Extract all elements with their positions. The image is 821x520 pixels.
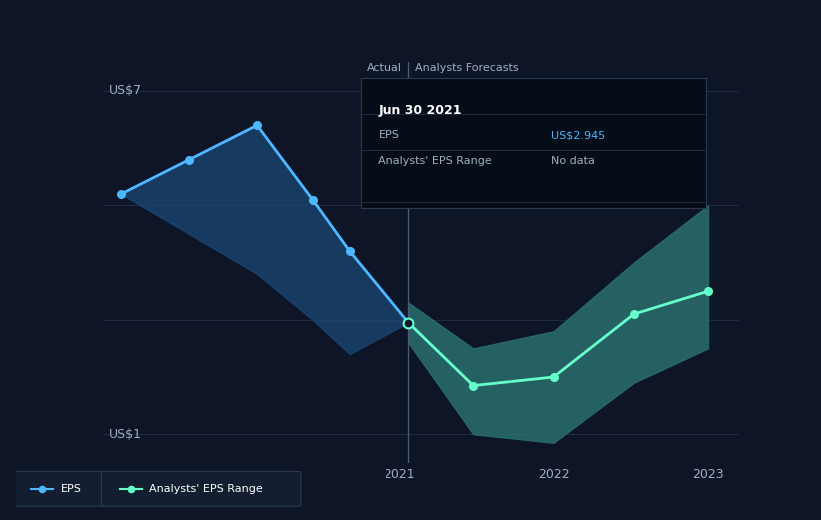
Point — [547, 373, 560, 381]
Point — [115, 190, 128, 198]
Text: US$1: US$1 — [109, 427, 142, 441]
Point — [701, 287, 714, 295]
Text: Analysts' EPS Range: Analysts' EPS Range — [149, 484, 264, 494]
Text: Actual: Actual — [367, 63, 402, 73]
Point — [306, 196, 319, 204]
Text: EPS: EPS — [61, 484, 81, 494]
FancyBboxPatch shape — [102, 471, 301, 506]
Point — [182, 155, 195, 164]
Point — [401, 318, 415, 327]
Text: Analysts Forecasts: Analysts Forecasts — [415, 63, 518, 73]
Text: US$7: US$7 — [109, 84, 142, 98]
Text: EPS: EPS — [378, 130, 399, 140]
Point — [401, 318, 415, 327]
Point — [466, 381, 479, 390]
Text: Analysts' EPS Range: Analysts' EPS Range — [378, 156, 493, 166]
FancyBboxPatch shape — [13, 471, 108, 506]
Text: No data: No data — [551, 156, 594, 166]
Point — [627, 310, 640, 318]
Point — [429, 295, 443, 304]
Text: Jun 30 2021: Jun 30 2021 — [378, 104, 462, 117]
Text: US$2.945: US$2.945 — [551, 130, 605, 140]
Point — [250, 121, 264, 129]
Point — [343, 247, 356, 255]
